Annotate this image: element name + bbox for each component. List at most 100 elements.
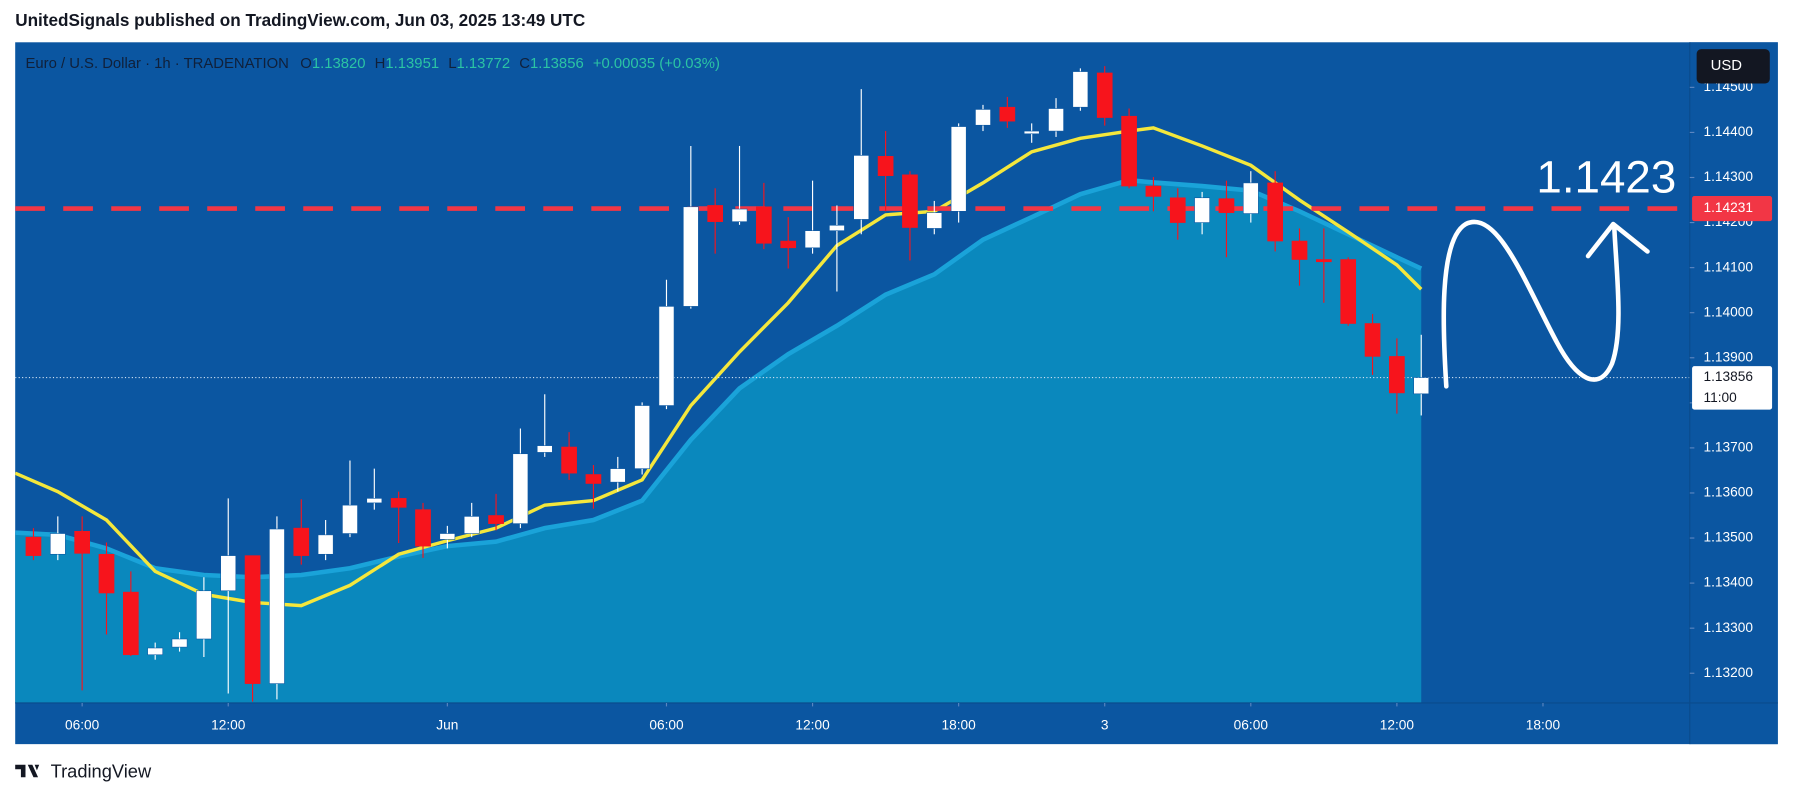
candle-body — [1218, 198, 1235, 213]
x-tick-label: 12:00 — [1380, 717, 1415, 732]
candle-body — [512, 453, 529, 524]
y-tick-label: 1.14100 — [1704, 259, 1754, 274]
candle-body — [366, 498, 383, 504]
price-labels: 1.14231 1.13856 11:00 — [1692, 196, 1773, 410]
legend-key: C — [519, 56, 530, 72]
candle-body — [98, 553, 115, 594]
currency-label: USD — [1711, 58, 1743, 74]
candle-body — [293, 527, 310, 556]
plot-area — [15, 66, 1690, 703]
legend-value: 1.13856 — [530, 56, 584, 72]
candle-body — [950, 126, 967, 212]
candle-body — [488, 515, 504, 524]
x-tick-label: Jun — [436, 717, 458, 732]
candle-body — [731, 208, 748, 222]
annotation: 1.1423 — [1536, 152, 1676, 203]
candle-body — [1242, 182, 1259, 214]
candle-body — [877, 156, 894, 176]
candle-body — [439, 533, 456, 540]
y-tick-label: 1.13400 — [1704, 575, 1754, 590]
candle-body — [902, 174, 918, 228]
x-tick-label: 18:00 — [941, 717, 976, 732]
candle-body — [220, 555, 237, 592]
candle-body — [25, 536, 42, 556]
candle-body — [804, 230, 821, 249]
candle-body — [999, 106, 1016, 122]
x-tick-label: 3 — [1101, 717, 1109, 732]
candle-body — [926, 212, 943, 229]
candle-body — [585, 474, 602, 484]
legend-change: +0.00035 (+0.03%) — [593, 56, 720, 72]
x-tick-label: 18:00 — [1526, 717, 1561, 732]
candle-body — [756, 206, 772, 244]
axes: 1.13200 1.13300 1.13400 1.13500 1.13600 1.137… — [65, 79, 1753, 732]
candle-body — [609, 468, 626, 483]
candle-body — [342, 504, 358, 534]
x-tick-label: 06:00 — [1234, 717, 1269, 732]
publish-header: UnitedSignals published on TradingView.c… — [15, 10, 585, 30]
candle-body — [317, 534, 334, 555]
hand-drawn-path — [1441, 219, 1621, 389]
x-tick-label: 06:00 — [649, 717, 684, 732]
hline-label-box — [1692, 196, 1773, 222]
countdown-label: 11:00 — [1704, 390, 1738, 405]
candle-body — [658, 306, 675, 406]
area-fill — [15, 180, 1422, 703]
currency-box — [1696, 49, 1770, 84]
y-tick-label: 1.13900 — [1704, 349, 1754, 364]
symbol-legend: Euro / U.S. Dollar · 1h · TRADENATION O1.… — [25, 56, 720, 72]
y-tick-label: 1.13300 — [1704, 620, 1754, 635]
candle-body — [1194, 197, 1210, 223]
candle-body — [1145, 185, 1162, 197]
x-tick-label: 12:00 — [211, 717, 246, 732]
candle-body — [1413, 377, 1430, 395]
candle-body — [536, 445, 553, 453]
candle-body — [707, 205, 724, 222]
y-tick-label: 1.14300 — [1704, 169, 1754, 184]
candle-body — [1340, 259, 1357, 324]
candle-body — [196, 590, 212, 640]
legend-title: Euro / U.S. Dollar · 1h · TRADENATION — [25, 56, 288, 72]
candle-body — [853, 155, 870, 220]
y-tick-label: 1.14000 — [1704, 304, 1754, 319]
candle-body — [1169, 197, 1186, 223]
x-tick-label: 06:00 — [65, 717, 100, 732]
y-tick-label: 1.14400 — [1704, 124, 1754, 139]
x-tick-label: 12:00 — [795, 717, 830, 732]
footer-brand: TradingView — [51, 761, 152, 782]
candle-body — [415, 509, 431, 547]
y-tick-label: 1.13500 — [1704, 530, 1754, 545]
legend-value: 1.13951 — [385, 56, 439, 72]
candle-body — [171, 638, 188, 648]
candle-body — [780, 240, 797, 249]
candle-body — [1291, 240, 1308, 260]
candle-body — [1364, 323, 1381, 357]
candle-body — [682, 206, 699, 307]
y-tick-label: 1.13700 — [1704, 440, 1754, 455]
candle-body — [1389, 356, 1405, 394]
candle-body — [147, 647, 164, 656]
footer-logo — [15, 764, 40, 778]
candle-body — [1072, 71, 1089, 108]
candle-body — [463, 516, 480, 534]
candle-body — [269, 528, 285, 684]
candle-body — [1023, 130, 1040, 135]
candle-body — [390, 498, 407, 508]
legend-key: L — [448, 56, 456, 72]
candle-body — [634, 405, 650, 469]
candle-body — [74, 530, 90, 554]
candle-body — [123, 591, 139, 656]
y-tick-label: 1.13600 — [1704, 485, 1754, 500]
candle-body — [1121, 115, 1137, 187]
legend-value: 1.13820 — [312, 56, 366, 72]
candle-body — [1096, 72, 1113, 118]
candle-body — [49, 533, 66, 555]
last-price-label: 1.13856 — [1704, 369, 1754, 384]
candle-body — [975, 109, 991, 126]
y-tick-label: 1.13200 — [1704, 665, 1754, 680]
hand-drawing — [1441, 219, 1650, 389]
legend-value: 1.13772 — [457, 56, 511, 72]
candle-body — [561, 446, 577, 474]
